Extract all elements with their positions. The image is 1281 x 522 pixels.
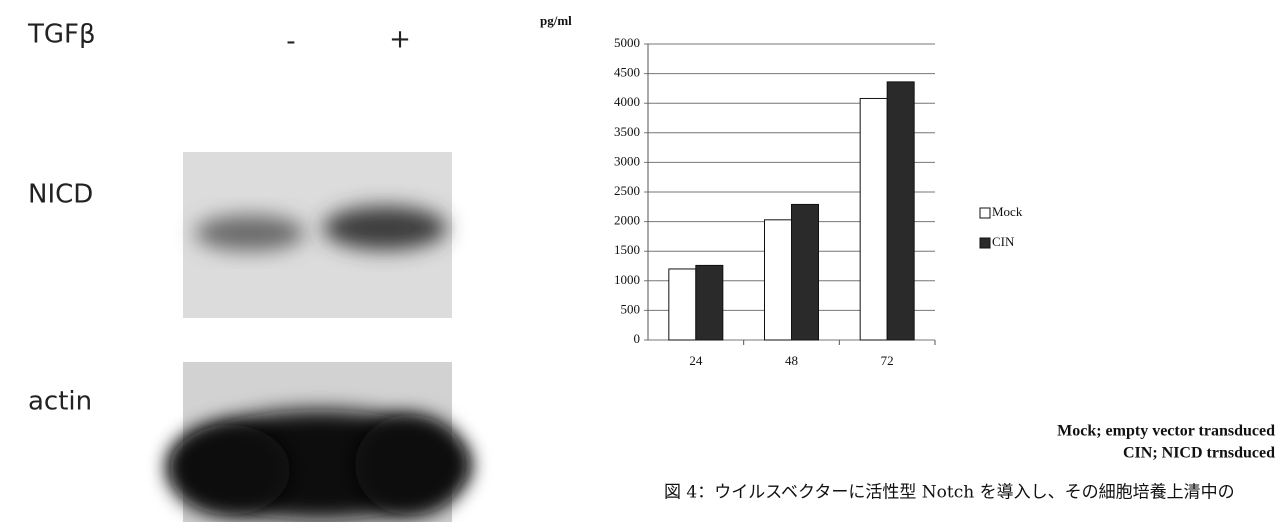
bar [887,82,914,340]
legend-label: CIN [992,234,1015,249]
caption: 図 4：ウイルスベクターに活性型 Notch を導入し、その細胞培養上清中の [664,483,1235,503]
note: Mock; empty vector transduced [1057,423,1275,440]
y-tick-label: 500 [621,301,641,316]
blot-actin [170,362,470,522]
figure: TGFβ - + NICD actin pg/ml Mock; empty ve… [0,0,1281,522]
treatment-label: TGFβ [27,20,96,50]
bar [792,204,819,340]
lane-label: - [286,27,295,57]
y-tick-label: 3000 [614,153,640,168]
legend-label: Mock [992,204,1023,219]
bar [860,98,887,340]
legend-swatch [980,238,990,248]
y-tick-label: 1000 [614,272,640,287]
legend-swatch [980,208,990,218]
note: CIN; NICD trnsduced [1123,445,1275,462]
y-tick-label: 2500 [614,183,640,198]
y-tick-label: 0 [634,331,641,346]
x-tick-label: 48 [785,353,798,368]
y-tick-label: 5000 [614,35,640,50]
lane-label: + [389,25,411,55]
y-tick-label: 3500 [614,124,640,139]
x-tick-label: 72 [881,353,894,368]
y-axis-label: pg/ml [540,13,572,28]
bar [669,269,696,340]
y-tick-label: 4500 [614,65,640,80]
row-label: actin [28,387,92,417]
y-tick-label: 4000 [614,94,640,109]
row-label: NICD [28,180,93,210]
bar [765,220,792,340]
blot-nicd [183,152,452,318]
y-tick-label: 2000 [614,213,640,228]
y-tick-label: 1500 [614,242,640,257]
bar [696,265,723,340]
x-tick-label: 24 [689,353,703,368]
